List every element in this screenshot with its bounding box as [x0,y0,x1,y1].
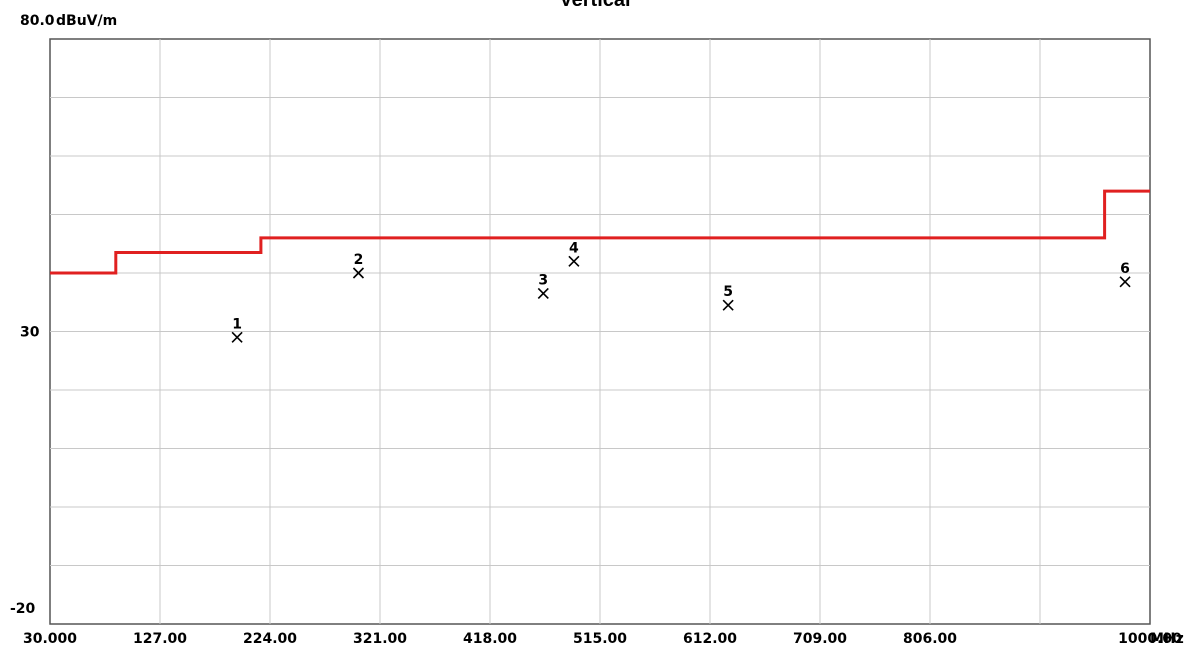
marker-cross [568,255,580,267]
x-tick-label: 321.00 [353,631,407,647]
x-tick-label: 1000.00 [1118,631,1182,647]
x-tick-label: 30.000 [23,631,77,647]
marker-label: 4 [569,240,579,256]
x-tick-label: 806.00 [903,631,957,647]
x-axis-unit-label: MHz [1150,631,1184,647]
y-tick-labels: 80.0 30 -20 [10,13,55,617]
y-tick-label: -20 [10,601,36,617]
x-tick-label: 224.00 [243,631,297,647]
x-tick-label: 127.00 [133,631,187,647]
x-tick-label: 709.00 [793,631,847,647]
marker-label: 1 [232,316,242,332]
marker-6: 6 [1119,261,1131,288]
x-tick-label: 612.00 [683,631,737,647]
marker-1: 1 [231,316,243,343]
limit-line-path [50,189,1150,275]
marker-label: 3 [538,272,548,288]
y-tick-label: 80.0 [20,13,55,29]
y-axis-unit-label: dBuV/m [56,13,117,29]
marker-5: 5 [722,284,734,311]
marker-cross [537,287,549,300]
marker-2: 2 [352,252,365,279]
marker-4: 4 [568,240,580,267]
x-tick-labels: 30.000 127.00 224.00 321.00 418.00 515.00 612.… [23,631,1182,647]
marker-label: 6 [1120,261,1130,277]
grid [50,39,1150,624]
markers: 1 2 3 4 5 6 [231,240,1131,343]
marker-cross [722,299,734,311]
limit-line [50,189,1150,275]
marker-cross [352,267,365,279]
chart-title: Vertical [559,0,630,11]
x-tick-label: 418.00 [463,631,517,647]
marker-cross [231,331,243,343]
marker-cross [1119,276,1131,288]
marker-label: 2 [354,252,364,268]
x-tick-label: 515.00 [573,631,627,647]
marker-label: 5 [723,284,733,300]
y-tick-label: 30 [20,325,40,341]
marker-3: 3 [537,272,549,300]
